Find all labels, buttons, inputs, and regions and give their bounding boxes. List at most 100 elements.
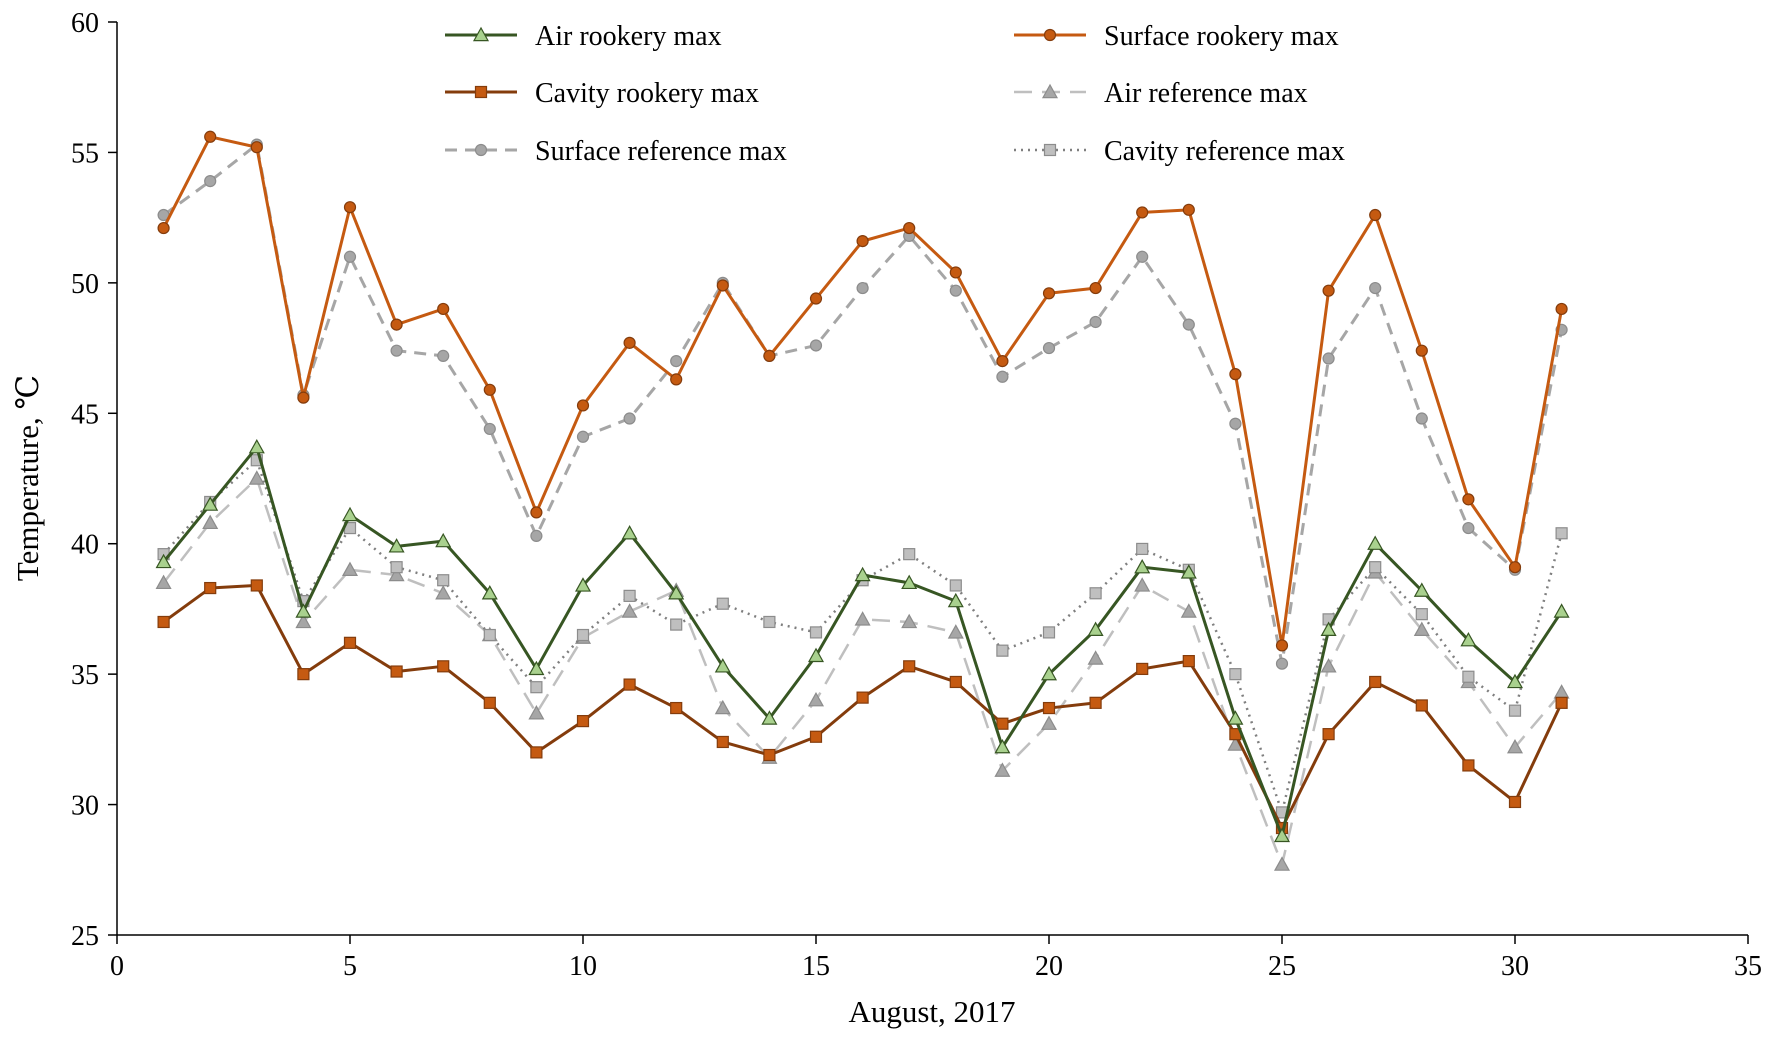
data-point xyxy=(1089,281,1102,295)
axes: 25 30 35 40 45 50 55 60 0 5 10 15 20 25 30 35 xyxy=(71,8,1762,982)
legend-item: Cavity reference max xyxy=(1014,136,1345,167)
legend-label: Cavity reference max xyxy=(1104,136,1345,167)
data-point xyxy=(248,438,265,454)
data-point xyxy=(250,141,263,154)
data-point xyxy=(1229,668,1242,681)
legend-swatch-marker xyxy=(474,143,488,157)
data-point xyxy=(1555,302,1568,316)
data-point xyxy=(1369,208,1382,222)
y-tick-label: 25 xyxy=(71,921,99,952)
data-point xyxy=(1462,759,1475,772)
data-point xyxy=(901,574,918,590)
legend-item: Surface reference max xyxy=(445,136,787,167)
data-point xyxy=(341,561,359,577)
y-tick-label: 30 xyxy=(71,791,99,822)
data-point xyxy=(623,412,636,425)
data-point xyxy=(483,628,496,642)
data-point xyxy=(1089,696,1102,709)
x-tick-label: 10 xyxy=(569,951,597,982)
data-point xyxy=(1042,341,1056,355)
y-tick-label: 60 xyxy=(71,8,99,39)
legend-label: Cavity rookery max xyxy=(535,78,759,109)
series-line xyxy=(162,458,1563,814)
x-tick-label: 5 xyxy=(343,951,357,982)
data-point xyxy=(996,370,1009,383)
data-point xyxy=(670,373,683,386)
data-point xyxy=(1322,284,1335,297)
data-point xyxy=(574,577,592,592)
x-tick-label: 35 xyxy=(1734,951,1762,982)
data-point xyxy=(1087,650,1104,665)
data-point xyxy=(204,130,217,143)
data-point xyxy=(1415,412,1428,425)
data-point xyxy=(716,279,729,292)
data-point xyxy=(1042,626,1056,639)
data-point xyxy=(1136,250,1149,263)
data-point xyxy=(1369,561,1382,574)
data-point xyxy=(716,735,729,749)
series-cavity-rookery-max xyxy=(157,579,1568,835)
data-point xyxy=(390,344,403,357)
data-point xyxy=(1275,657,1289,670)
x-tick-label: 15 xyxy=(802,951,830,982)
data-point xyxy=(248,470,265,485)
data-point xyxy=(483,422,496,436)
data-point xyxy=(576,399,590,412)
data-point xyxy=(763,615,776,629)
legend-item: Air rookery max xyxy=(445,21,722,52)
x-tick-label: 25 xyxy=(1268,951,1296,982)
data-point xyxy=(949,579,962,592)
data-point xyxy=(343,201,357,214)
data-point xyxy=(1413,621,1430,636)
data-point xyxy=(341,506,359,522)
data-point xyxy=(1182,318,1195,331)
series-cavity-reference-max xyxy=(157,454,1568,819)
data-point xyxy=(1136,662,1149,676)
data-point xyxy=(1413,582,1430,597)
data-point xyxy=(250,454,263,467)
data-point xyxy=(670,618,683,631)
data-point xyxy=(297,391,310,404)
data-point xyxy=(809,339,823,352)
data-point xyxy=(437,660,450,673)
data-point xyxy=(1369,675,1382,689)
legend-swatch-marker xyxy=(1041,83,1059,99)
data-point xyxy=(670,355,683,368)
data-point xyxy=(250,579,263,592)
data-point xyxy=(437,349,450,362)
data-point xyxy=(157,615,170,629)
data-point xyxy=(155,574,172,590)
data-point xyxy=(202,496,219,511)
data-point xyxy=(1042,287,1056,300)
series-surface-rookery-max xyxy=(157,130,1568,652)
data-point xyxy=(343,636,357,649)
data-point xyxy=(1089,315,1102,329)
x-tick-label: 30 xyxy=(1501,951,1529,982)
data-point xyxy=(714,699,731,715)
data-point xyxy=(994,762,1011,777)
data-point xyxy=(809,292,823,305)
data-point xyxy=(854,566,871,582)
data-point xyxy=(204,175,217,188)
data-point xyxy=(1136,542,1149,556)
data-point xyxy=(901,613,918,629)
data-point xyxy=(435,532,452,548)
data-point xyxy=(949,675,962,689)
series-air-reference-max xyxy=(155,470,1570,871)
legend-swatch-marker xyxy=(472,26,490,42)
data-point xyxy=(996,717,1009,730)
data-point xyxy=(1462,493,1475,506)
legend-label: Surface rookery max xyxy=(1104,21,1339,52)
data-point xyxy=(202,514,219,530)
series-line xyxy=(162,477,1563,866)
data-point xyxy=(530,746,543,759)
data-point xyxy=(390,665,403,678)
data-point xyxy=(390,318,403,331)
legend-swatch-marker xyxy=(1043,143,1057,157)
data-point xyxy=(1460,631,1477,647)
data-point xyxy=(714,658,731,673)
data-point xyxy=(1508,795,1522,809)
data-point xyxy=(437,302,450,316)
